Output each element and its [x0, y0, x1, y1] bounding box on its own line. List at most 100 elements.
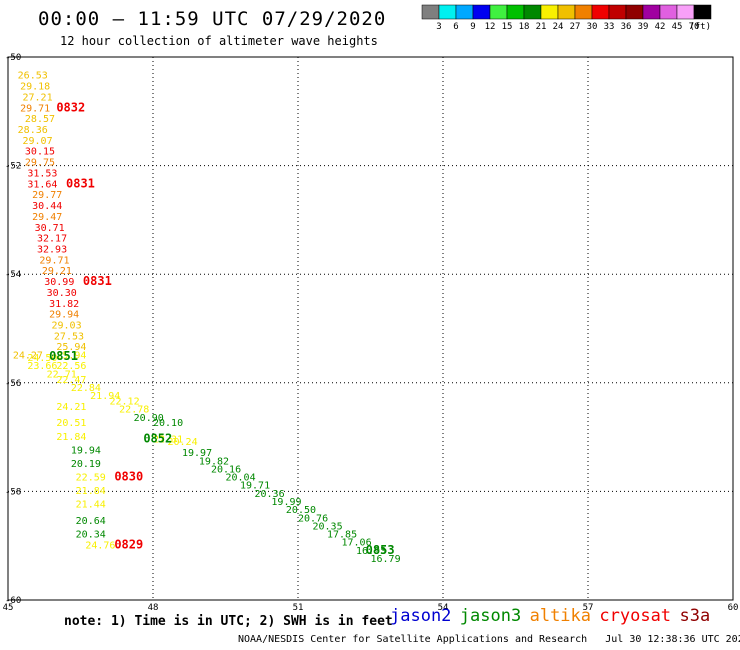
legend-unit-label: (ft) [689, 22, 711, 32]
lat-tick-label: -52 [5, 162, 21, 172]
wave-height-label: 24.76 [85, 540, 115, 551]
wave-height-label: 20.51 [56, 418, 86, 429]
legend-tick-label: 70 [689, 22, 700, 32]
wave-height-label: 29.94 [49, 310, 79, 321]
wave-height-label: 16.93 [356, 546, 386, 557]
wave-height-label: 29.18 [20, 82, 50, 93]
wave-height-label: 19.71 [240, 481, 270, 492]
wave-height-label: 30.15 [25, 147, 55, 158]
wave-height-label: 27.21 [23, 92, 53, 103]
wave-height-label: 21.94 [90, 391, 120, 402]
wave-height-label: 17.06 [342, 538, 372, 549]
legend-tick-label: 36 [621, 22, 632, 32]
legend-tick-label: 15 [502, 22, 513, 32]
satellite-name: s3a [679, 606, 711, 626]
pass-time-label: 0829 [114, 537, 143, 551]
satellite-name: cryosat [599, 606, 672, 626]
wave-height-label: 29.75 [25, 158, 55, 169]
color-legend: 3 6 9 12 15 18 21 24 27 30 33 36 39 42 45 70(ft) [421, 4, 712, 32]
wave-height-label: 22.59 [76, 473, 106, 484]
wave-height-label: 20.10 [153, 418, 183, 429]
pass-time-label: 0852 [143, 432, 172, 446]
lat-tick-label: -54 [5, 270, 21, 280]
wave-height-label: 25.94 [56, 342, 86, 353]
legend-tick-label: 3 [436, 22, 441, 32]
legend-tick-label: 24 [553, 22, 564, 32]
wave-height-label: 24.21 [56, 402, 86, 413]
wave-height-label: 20.04 [226, 473, 256, 484]
wave-height-label: 29.07 [23, 136, 53, 147]
legend-tick-label: 9 [470, 22, 475, 32]
wave-height-label: 20.34 [76, 530, 106, 541]
wave-height-label: 19.99 [271, 497, 301, 508]
wave-height-label: 19.82 [199, 456, 229, 467]
legend-swatch [693, 4, 712, 20]
wave-height-label: 20.64 [76, 516, 106, 527]
wave-height-label: 28.36 [18, 125, 48, 136]
wave-height-label: 31.64 [27, 179, 57, 190]
wave-height-label: 19.97 [182, 448, 212, 459]
footer-credit: NOAA/NESDIS Center for Satellite Applica… [238, 634, 740, 645]
wave-height-label: 29.71 [39, 255, 69, 266]
pass-time-label: 0853 [366, 543, 395, 557]
lat-tick-label: -50 [5, 53, 21, 63]
wave-height-label: 29.77 [32, 190, 62, 201]
satellite-name: jason3 [459, 606, 522, 626]
lat-tick-label: -56 [5, 379, 21, 389]
wave-height-label: 25.94 [56, 350, 86, 361]
page-subtitle: 12 hour collection of altimeter wave hei… [60, 34, 378, 48]
wave-height-label: 16.79 [371, 554, 401, 565]
wave-height-label: 20.35 [313, 521, 343, 532]
satellite-name: altika [529, 606, 592, 626]
wave-height-label: 29.21 [42, 266, 72, 277]
legend-tick-label: 12 [485, 22, 496, 32]
wave-height-label: 23.66 [27, 361, 57, 372]
wave-height-label: 20.19 [71, 459, 101, 470]
lon-tick-label: 57 [583, 603, 594, 610]
wave-height-label: 20.90 [134, 413, 164, 424]
wave-height-label: 22.84 [71, 383, 101, 394]
map-frame [7, 56, 734, 601]
wave-height-label: 32.93 [37, 244, 67, 255]
wave-height-label: 22.78 [119, 405, 149, 416]
wave-height-label: 21.84 [56, 432, 86, 443]
legend-tick-label: 21 [536, 22, 547, 32]
pass-time-label: 0831 [66, 176, 95, 190]
lon-tick-label: 60 [728, 603, 739, 610]
wave-height-label: 31.82 [49, 299, 79, 310]
wave-height-label: 28.57 [25, 114, 55, 125]
legend-tick-label: 30 [587, 22, 598, 32]
wave-height-label: 29.71 [20, 103, 50, 114]
lat-tick-label: -58 [5, 487, 21, 497]
wave-height-label: 20.16 [211, 464, 241, 475]
map-plot: 45 48 51 54 57 60 -50 -52 -54 -56 -58 -60 26.5329.18… [3, 53, 739, 610]
wave-height-label: 30.30 [47, 288, 77, 299]
legend-tick-label: 39 [638, 22, 649, 32]
wave-height-label: 26.53 [18, 71, 48, 82]
lon-tick-label: 54 [438, 603, 449, 610]
wave-height-label: 20.24 [168, 437, 198, 448]
pass-time-label: 0830 [114, 470, 143, 484]
legend-tick-label: 27 [570, 22, 581, 32]
wave-height-label: 29.03 [52, 321, 82, 332]
pass-time-label: 0832 [56, 100, 85, 114]
wave-height-label: 21.44 [76, 500, 106, 511]
wave-height-label: 32.17 [37, 234, 67, 245]
wave-height-label: 19.94 [71, 445, 101, 456]
wave-height-label: 22.47 [56, 375, 86, 386]
lon-tick-label: 45 [3, 603, 14, 610]
wave-height-label: 24.27 [13, 350, 43, 361]
wave-height-label: 22.31 [153, 435, 183, 446]
wave-height-label: 20.50 [286, 505, 316, 516]
wave-height-label: 30.71 [35, 223, 65, 234]
footer-note: note: 1) Time is in UTC; 2) SWH is in fe… [64, 614, 393, 629]
pass-time-label: 0851 [49, 349, 78, 363]
wave-height-label: 22.56 [56, 361, 86, 372]
wave-height-label: 27.53 [54, 331, 84, 342]
wave-height-label: 30.99 [44, 277, 74, 288]
wave-height-label: 22.71 [47, 369, 77, 380]
satellite-name: jason2 [390, 606, 452, 626]
page-title: 00:00 – 11:59 UTC 07/29/2020 [38, 8, 387, 30]
wave-height-label: 29.47 [32, 212, 62, 223]
